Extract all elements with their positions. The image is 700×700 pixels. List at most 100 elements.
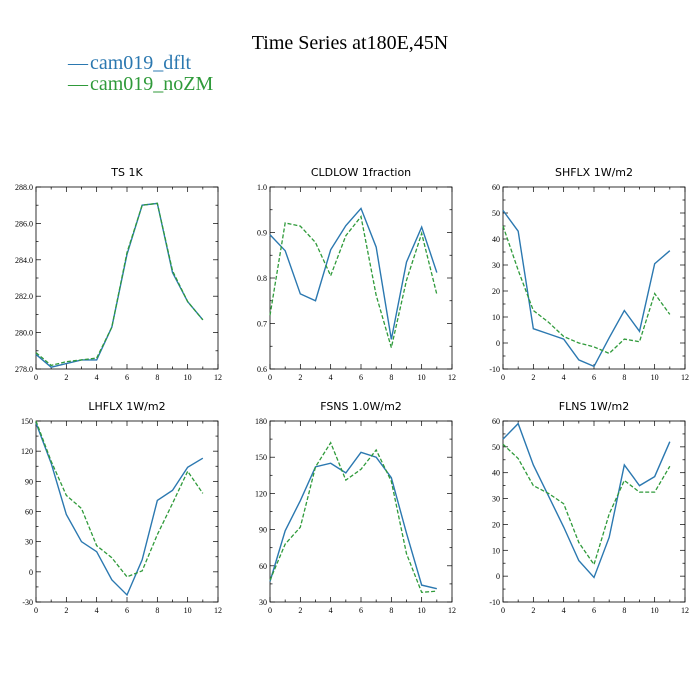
y-tick-label: 150 [255, 453, 267, 462]
x-tick-label: 12 [214, 606, 222, 615]
series-line-cldlow-dflt [269, 207, 438, 340]
plot-frame-flns [502, 420, 686, 603]
y-tick-label: 50 [492, 209, 500, 218]
y-tick-label: 284.0 [15, 256, 33, 265]
y-tick-label: -30 [22, 598, 33, 607]
y-tick-label: 0.6 [257, 365, 267, 374]
x-tick-label: 12 [448, 373, 456, 382]
y-tick-label: 20 [492, 287, 500, 296]
y-tick-label: 0 [496, 339, 500, 348]
x-tick-label: 4 [329, 606, 333, 615]
x-tick-label: 6 [359, 373, 363, 382]
series-line-flns-dflt [502, 422, 671, 579]
x-tick-label: 8 [389, 606, 393, 615]
series-line-flns-noZM [502, 443, 671, 566]
y-tick-label: 10 [492, 546, 500, 555]
x-tick-label: 8 [622, 373, 626, 382]
panel-title-lhflx: LHFLX 1W/m2 [88, 400, 165, 413]
y-tick-label: 10 [492, 313, 500, 322]
plot-frame-fsns [269, 420, 453, 603]
series-line-fsns-dflt [269, 451, 437, 590]
x-tick-label: 2 [531, 606, 535, 615]
plot-frame-lhflx [35, 420, 219, 603]
y-tick-label: 120 [21, 447, 33, 456]
x-tick-label: 12 [214, 373, 222, 382]
plot-frame-cldlow [269, 186, 453, 370]
x-tick-label: 0 [34, 373, 38, 382]
x-tick-label: 2 [64, 606, 68, 615]
y-tick-label: 60 [25, 508, 33, 517]
x-tick-label: 0 [268, 606, 272, 615]
x-tick-label: 4 [95, 373, 99, 382]
y-tick-label: 0 [496, 572, 500, 581]
x-tick-label: 6 [359, 606, 363, 615]
x-tick-label: 10 [184, 373, 192, 382]
series-line-ts-noZM [35, 202, 204, 367]
y-tick-label: 286.0 [15, 219, 33, 228]
y-tick-label: 1.0 [257, 183, 267, 192]
legend-label-noZM: cam019_noZM [90, 73, 214, 95]
y-tick-label: 288.0 [15, 183, 33, 192]
y-tick-label: 280.0 [15, 329, 33, 338]
panel-cldlow: CLDLOW 1fraction 0 2 4 6 8 10 12 0.6 0.7 0.8 0.9 1.0 [257, 166, 456, 382]
x-tick-label: 0 [501, 606, 505, 615]
y-tick-label: 30 [492, 261, 500, 270]
y-tick-label: 0.8 [257, 274, 267, 283]
legend-line-noZM: — [67, 73, 89, 95]
y-tick-label: 0.7 [257, 320, 267, 329]
x-tick-label: 10 [418, 373, 426, 382]
x-tick-label: 8 [389, 373, 393, 382]
y-tick-label: 180 [255, 417, 267, 426]
x-tick-label: 6 [125, 606, 129, 615]
y-tick-label: 0 [29, 568, 33, 577]
x-tick-label: 6 [592, 606, 596, 615]
x-tick-label: 2 [531, 373, 535, 382]
x-tick-label: 10 [418, 606, 426, 615]
x-tick-label: 2 [64, 373, 68, 382]
x-tick-label: 12 [448, 606, 456, 615]
y-tick-label: 120 [255, 489, 267, 498]
x-tick-label: 12 [681, 373, 689, 382]
x-tick-label: 4 [562, 606, 566, 615]
x-tick-label: 8 [622, 606, 626, 615]
x-tick-label: 12 [681, 606, 689, 615]
legend: — cam019_dflt — cam019_noZM [67, 52, 214, 95]
y-tick-label: 20 [492, 520, 500, 529]
series-line-ts-dflt [35, 202, 204, 368]
y-tick-label: 30 [492, 495, 500, 504]
series-line-shflx-noZM [502, 225, 671, 355]
x-tick-label: 10 [651, 373, 659, 382]
panel-title-shflx: SHFLX 1W/m2 [555, 166, 633, 179]
series-line-shflx-dflt [502, 209, 671, 368]
panels: TS 1K 0 2 4 6 8 10 12 278.0 280.0 282.0 284.0 286.0 2… [15, 166, 689, 615]
x-tick-label: 8 [155, 606, 159, 615]
legend-label-dflt: cam019_dflt [90, 52, 192, 74]
y-tick-label: 150 [21, 417, 33, 426]
plot-frame-ts [35, 186, 219, 370]
panel-title-cldlow: CLDLOW 1fraction [311, 166, 411, 179]
x-tick-label: 4 [329, 373, 333, 382]
y-tick-label: 30 [259, 598, 267, 607]
x-tick-label: 2 [298, 373, 302, 382]
x-tick-label: 8 [155, 373, 159, 382]
panel-title-ts: TS 1K [110, 166, 143, 179]
plot-frame-shflx [502, 186, 686, 370]
x-tick-label: 0 [34, 606, 38, 615]
y-tick-label: 0.9 [257, 229, 267, 238]
y-tick-label: -10 [489, 598, 500, 607]
legend-line-dflt: — [67, 52, 89, 74]
y-tick-label: 278.0 [15, 365, 33, 374]
panel-ts: TS 1K 0 2 4 6 8 10 12 278.0 280.0 282.0 284.0 286.0 2… [15, 166, 222, 382]
y-tick-label: 40 [492, 235, 500, 244]
y-tick-label: -10 [489, 365, 500, 374]
x-tick-label: 6 [125, 373, 129, 382]
y-tick-label: 60 [492, 417, 500, 426]
y-tick-label: 50 [492, 443, 500, 452]
series-line-fsns-noZM [269, 441, 437, 594]
series-line-cldlow-noZM [269, 215, 438, 348]
x-tick-label: 6 [592, 373, 596, 382]
x-tick-label: 0 [501, 373, 505, 382]
